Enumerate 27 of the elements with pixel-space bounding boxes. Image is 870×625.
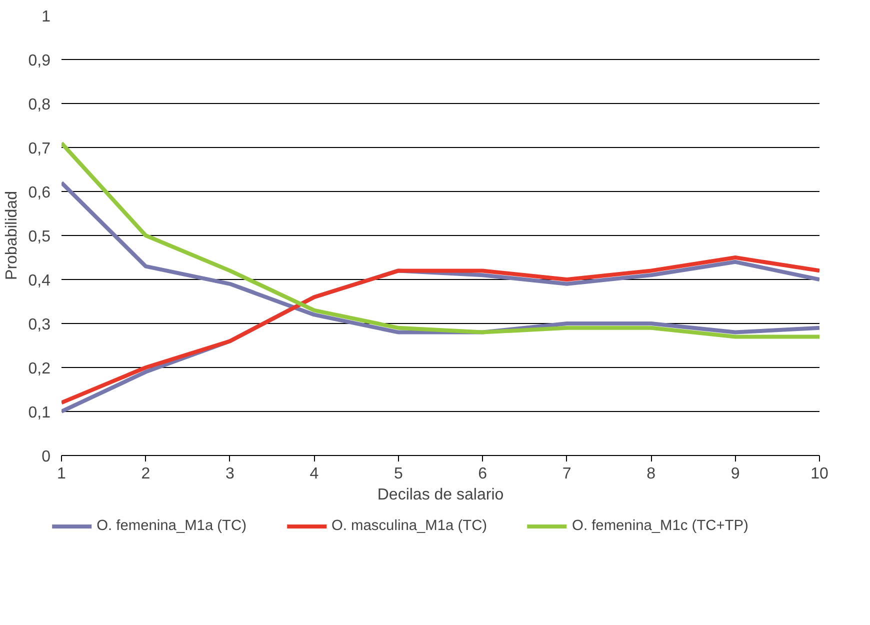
y-tick-label: 0,9	[28, 52, 51, 70]
y-tick-label: 0,8	[28, 96, 51, 114]
y-tick-label: 0,4	[28, 272, 51, 290]
legend-label: O. femenina_M1c (TC+TP)	[572, 518, 748, 534]
x-tick-label: 1	[57, 466, 66, 482]
y-tick-label: 0,5	[28, 228, 51, 246]
x-tick-label: 10	[810, 466, 828, 482]
y-tick-label: 1	[42, 8, 51, 26]
y-tick-label: 0,7	[28, 140, 51, 158]
x-tick-label: 8	[646, 466, 656, 482]
line-series	[62, 141, 820, 339]
x-tick-label: 2	[141, 466, 150, 482]
x-tick-label: 6	[478, 466, 488, 482]
x-tick-label: 3	[225, 466, 234, 482]
x-tick-label: 7	[562, 466, 572, 482]
y-tick-label: 0	[42, 448, 51, 466]
y-axis-title: Probabilidad	[3, 191, 20, 280]
y-tick-label: 0,2	[28, 360, 51, 378]
x-tick-label: 4	[310, 466, 319, 482]
y-tick-label: 0,1	[28, 404, 51, 422]
y-tick-label: 0,3	[28, 316, 51, 334]
x-tick-label: 5	[394, 466, 403, 482]
legend-label: O. femenina_M1a (TC)	[96, 518, 246, 534]
x-tick-label: 9	[730, 466, 740, 482]
x-axis-title: Decilas de salario	[377, 486, 504, 504]
y-tick-label: 0,6	[28, 184, 51, 202]
legend-label: O. masculina_M1a (TC)	[331, 518, 488, 534]
